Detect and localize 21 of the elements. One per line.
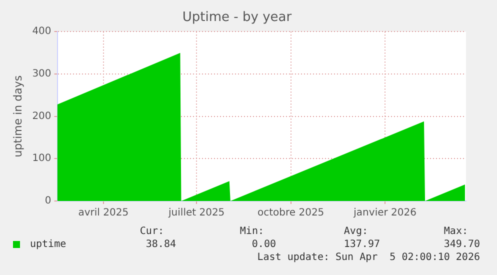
- legend-label: uptime: [30, 239, 66, 250]
- text: 0.00: [252, 239, 276, 250]
- x-tick-label: janvier 2026: [352, 208, 416, 219]
- y-tick-label: 0: [44, 196, 52, 207]
- x-tick-label: octobre 2025: [257, 208, 324, 219]
- text: Last update: Sun Apr 5 02:00:10 2026: [257, 252, 480, 263]
- x-tick-label: juillet 2025: [168, 208, 225, 219]
- y-tick-label: 100: [32, 153, 52, 164]
- text: Max:: [444, 226, 468, 237]
- text: 38.84: [146, 239, 176, 250]
- text: Cur:: [140, 226, 164, 237]
- y-tick-label: 300: [32, 68, 52, 80]
- text: 349.70: [444, 239, 480, 250]
- x-tick-label: avril 2025: [78, 208, 129, 219]
- text: 137.97: [344, 239, 380, 250]
- text: Min:: [240, 226, 264, 237]
- text: Avg:: [344, 226, 368, 237]
- y-axis-title: uptime in days: [11, 75, 24, 158]
- y-tick-label: 400: [32, 26, 52, 38]
- chart-title: Uptime - by year: [182, 10, 292, 26]
- y-tick-label: 200: [32, 110, 52, 122]
